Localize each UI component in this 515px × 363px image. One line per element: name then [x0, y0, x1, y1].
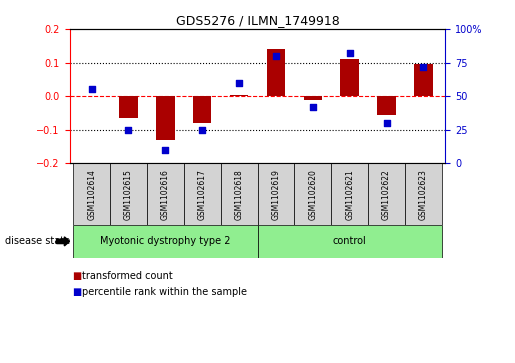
Text: transformed count: transformed count — [82, 271, 173, 281]
Text: disease state: disease state — [5, 236, 70, 246]
Point — [272, 53, 280, 59]
Point — [198, 127, 207, 132]
Bar — [303, 96, 322, 99]
Text: GSM1102616: GSM1102616 — [161, 169, 170, 220]
Bar — [340, 59, 359, 96]
Bar — [119, 96, 138, 118]
Bar — [331, 163, 368, 225]
Point — [346, 50, 354, 56]
Bar — [414, 64, 433, 96]
Text: GSM1102615: GSM1102615 — [124, 169, 133, 220]
Bar — [156, 96, 175, 140]
Text: ■: ■ — [72, 271, 81, 281]
Point — [419, 64, 427, 70]
Bar — [258, 163, 295, 225]
Text: GSM1102614: GSM1102614 — [87, 169, 96, 220]
Bar — [258, 225, 442, 258]
Point — [382, 120, 390, 126]
Point — [235, 80, 243, 86]
Bar — [193, 96, 212, 123]
Bar — [82, 95, 101, 96]
Text: ■: ■ — [72, 287, 81, 297]
Text: GSM1102623: GSM1102623 — [419, 169, 428, 220]
Bar — [295, 163, 331, 225]
Bar — [377, 96, 396, 115]
Text: GSM1102620: GSM1102620 — [308, 169, 317, 220]
Bar — [368, 163, 405, 225]
Bar — [405, 163, 442, 225]
Text: GSM1102622: GSM1102622 — [382, 169, 391, 220]
Bar — [267, 49, 285, 96]
Bar — [73, 225, 258, 258]
Point — [161, 147, 169, 153]
Point — [125, 127, 133, 132]
Text: control: control — [333, 236, 367, 246]
Text: GSM1102618: GSM1102618 — [234, 169, 244, 220]
Text: Myotonic dystrophy type 2: Myotonic dystrophy type 2 — [100, 236, 231, 246]
Text: GSM1102619: GSM1102619 — [271, 169, 281, 220]
Point — [308, 104, 317, 110]
Bar — [110, 163, 147, 225]
Bar — [147, 163, 184, 225]
Point — [88, 86, 96, 92]
Text: GSM1102617: GSM1102617 — [198, 169, 207, 220]
Text: GSM1102621: GSM1102621 — [345, 169, 354, 220]
Bar — [230, 94, 248, 96]
Bar — [73, 163, 110, 225]
Text: percentile rank within the sample: percentile rank within the sample — [82, 287, 247, 297]
Bar — [220, 163, 258, 225]
Bar — [184, 163, 220, 225]
Text: GDS5276 / ILMN_1749918: GDS5276 / ILMN_1749918 — [176, 15, 339, 28]
